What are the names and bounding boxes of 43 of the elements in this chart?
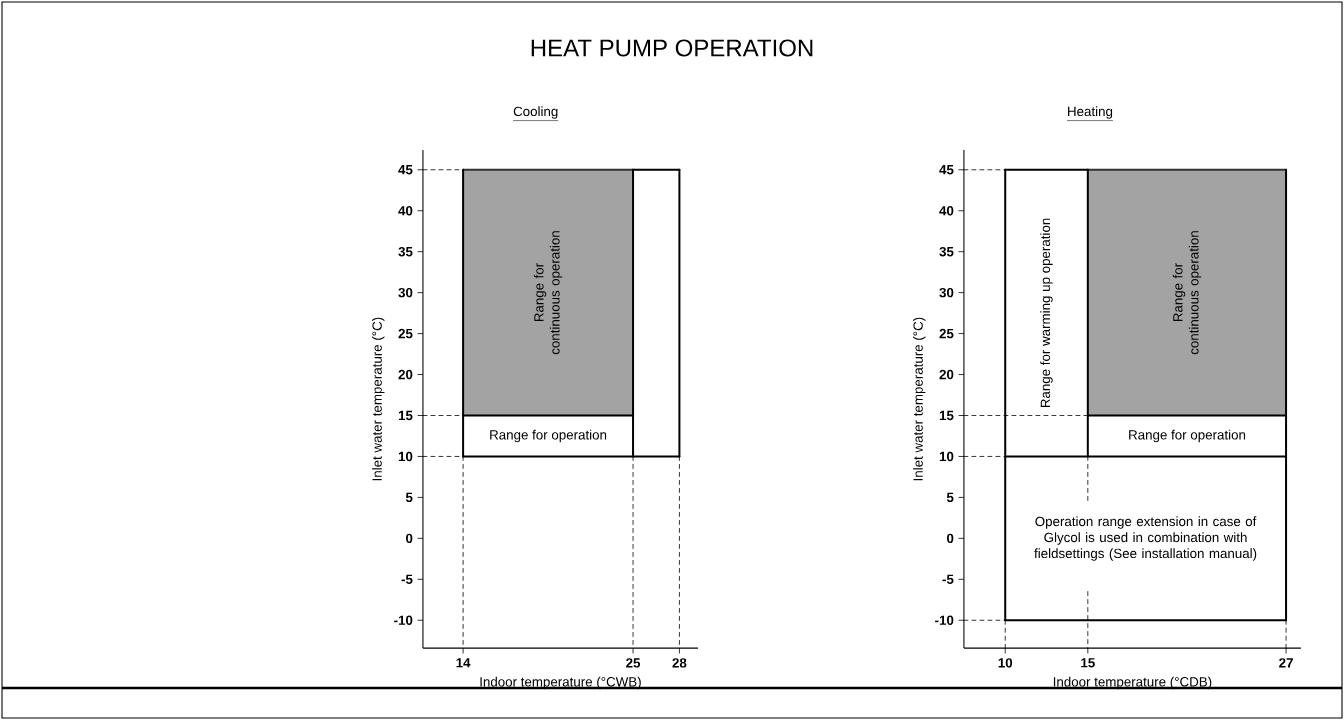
y-tick-label: 25 — [398, 328, 413, 339]
x-tick-label: 14 — [456, 658, 471, 668]
y-tick-label: 5 — [405, 492, 413, 503]
y-tick-label: 45 — [398, 165, 413, 175]
chart-title: Cooling — [513, 106, 558, 119]
y-tick-label: -10 — [394, 615, 413, 625]
x-tick-label: 28 — [672, 658, 687, 668]
y-tick-label: -10 — [935, 615, 954, 625]
y-tick-label: -5 — [401, 574, 413, 584]
x-tick-label: 27 — [1279, 658, 1293, 668]
x-axis-title: Indoor temperature (°CDB) — [1053, 676, 1212, 690]
annotation: Range for continuous operation — [1172, 231, 1202, 355]
annotation: Range for operation — [490, 429, 607, 443]
y-tick-label: 10 — [939, 451, 954, 462]
annotation: Range for warming up operation — [1040, 218, 1053, 408]
y-tick-label: 40 — [939, 206, 954, 216]
annotation: Operation range extension in case of Glycol is used in combination with fieldsettings (See installation manual) — [1034, 516, 1257, 561]
x-tick-label: 10 — [998, 658, 1013, 668]
x-axis-title: Indoor temperature (°CWB) — [480, 676, 641, 690]
y-tick-label: 10 — [398, 451, 413, 462]
chart-title: Heating — [1068, 106, 1113, 119]
x-tick-label: 15 — [1081, 658, 1095, 668]
y-tick-label: 30 — [939, 287, 954, 298]
y-tick-label: 35 — [398, 246, 413, 257]
y-tick-label: 20 — [939, 369, 954, 380]
y-axis-title: Inlet water temperature (°C) — [372, 317, 385, 481]
y-tick-label: 35 — [939, 246, 954, 257]
y-tick-label: 30 — [398, 287, 413, 298]
y-tick-label: 0 — [946, 533, 954, 544]
y-axis-title: Inlet water temperature (°C) — [913, 317, 926, 481]
y-tick-label: 45 — [939, 165, 954, 175]
annotation: Range for operation — [1129, 429, 1246, 443]
y-tick-label: 15 — [398, 410, 413, 421]
y-tick-label: 20 — [398, 369, 413, 380]
y-tick-label: 0 — [406, 533, 413, 544]
annotation: Range for continuous operation — [533, 231, 563, 355]
x-tick-label: 25 — [626, 658, 641, 668]
y-tick-label: 40 — [398, 206, 413, 216]
y-tick-label: 15 — [939, 410, 954, 421]
y-tick-label: 25 — [939, 328, 954, 339]
text: HEAT PUMP OPERATION — [531, 39, 813, 57]
y-tick-label: -5 — [942, 574, 954, 584]
y-tick-label: 5 — [946, 492, 954, 503]
